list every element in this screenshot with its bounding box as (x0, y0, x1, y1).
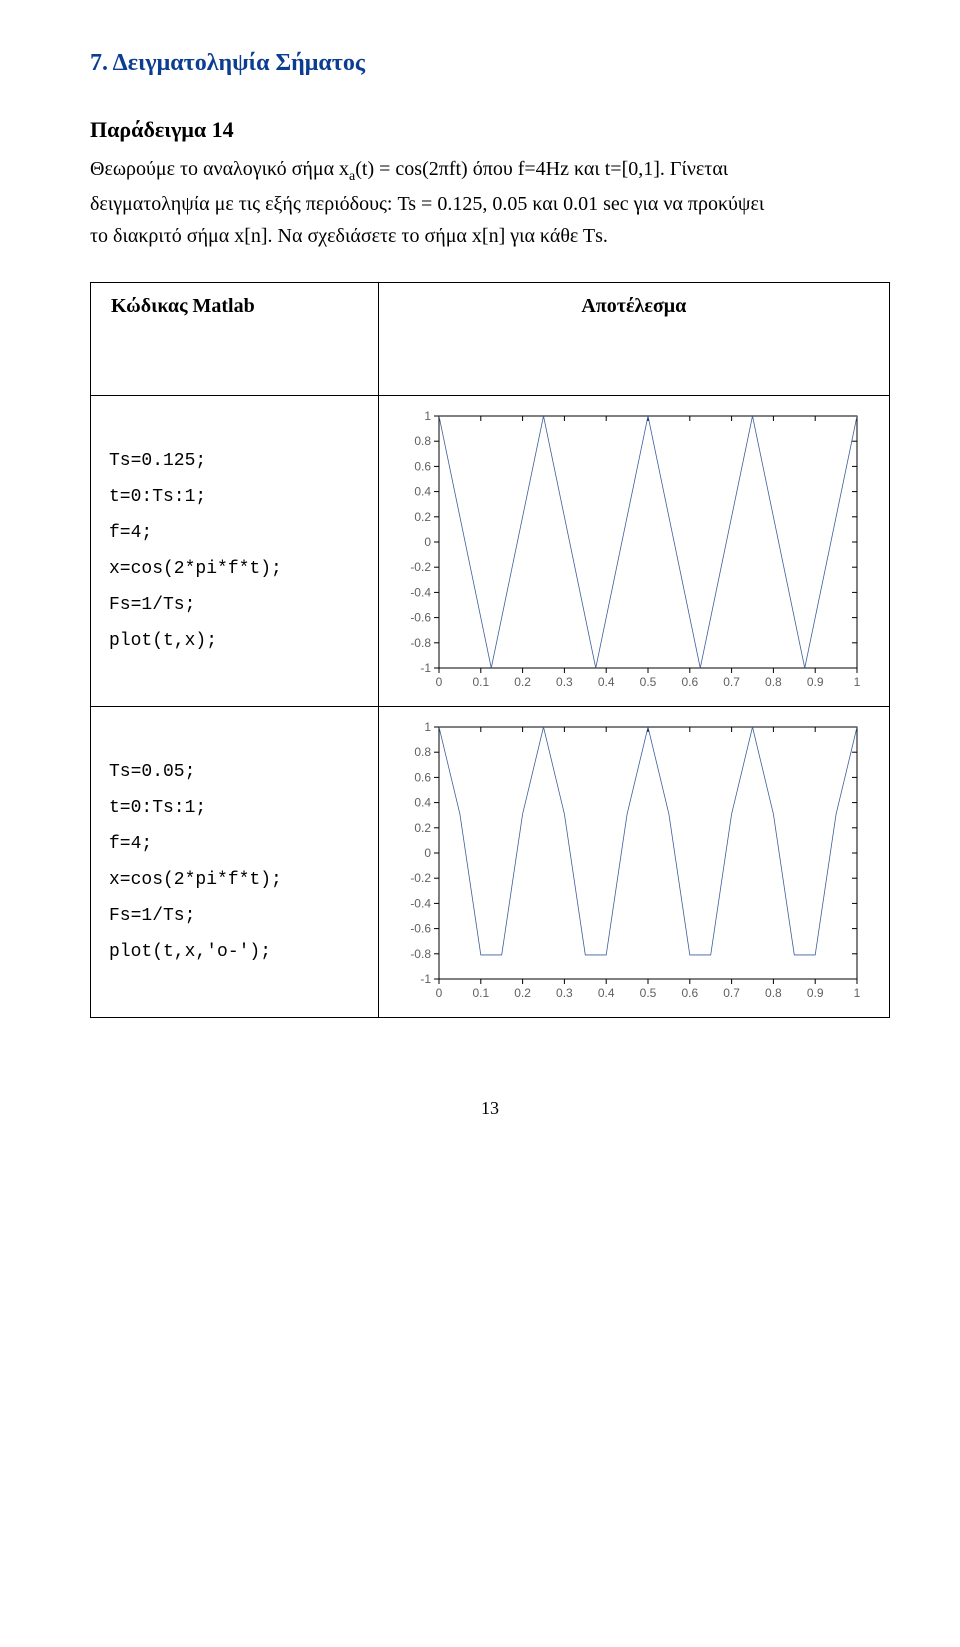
svg-text:1: 1 (424, 409, 431, 423)
svg-text:1: 1 (424, 720, 431, 734)
svg-text:-0.6: -0.6 (410, 611, 431, 625)
svg-text:0: 0 (424, 535, 431, 549)
svg-text:0.2: 0.2 (414, 821, 431, 835)
svg-text:-0.4: -0.4 (410, 586, 431, 600)
desc-part: για να προκύψει (629, 193, 765, 215)
svg-text:-0.2: -0.2 (410, 872, 431, 886)
svg-text:-1: -1 (420, 972, 431, 986)
svg-text:1: 1 (853, 986, 860, 1000)
header-result: Αποτέλεσμα (378, 283, 889, 396)
section-title: 7. Δειγματοληψία Σήματος (90, 50, 890, 77)
svg-text:0.6: 0.6 (681, 986, 698, 1000)
svg-text:0.8: 0.8 (414, 746, 431, 760)
desc-eq: xa(t) = cos(2πft) (339, 158, 468, 180)
svg-text:0.4: 0.4 (414, 796, 431, 810)
chart-cell-1: 0 0.1 0.2 0.3 0.4 0.5 0.6 0.7 0.8 0.9 1 -1 -0.8 -0.6 -… (378, 396, 889, 707)
svg-text:0.9: 0.9 (806, 675, 823, 689)
svg-text:0.4: 0.4 (414, 485, 431, 499)
sampled-signal-chart-2: 0 0.1 0.2 0.3 0.4 0.5 0.6 0.7 0.8 0.9 1 -1 -0.8 -0.6 -… (397, 717, 871, 1007)
svg-text:0.1: 0.1 (472, 675, 489, 689)
code-cell-2: Ts=0.05; t=0:Ts:1; f=4; x=cos(2*pi*f*t);… (91, 707, 379, 1018)
table-header-row: Κώδικας Matlab Αποτέλεσμα (91, 283, 890, 396)
table-row: Ts=0.125; t=0:Ts:1; f=4; x=cos(2*pi*f*t)… (91, 396, 890, 707)
svg-text:-0.8: -0.8 (410, 636, 431, 650)
svg-text:0: 0 (424, 846, 431, 860)
svg-text:0.5: 0.5 (639, 986, 656, 1000)
svg-text:0.8: 0.8 (765, 986, 782, 1000)
svg-text:0.2: 0.2 (514, 675, 531, 689)
header-code: Κώδικας Matlab (91, 283, 379, 396)
svg-text:0.1: 0.1 (472, 986, 489, 1000)
desc-part: δειγματοληψία με τις εξής περιόδους: (90, 193, 397, 215)
sampled-signal-chart-1: 0 0.1 0.2 0.3 0.4 0.5 0.6 0.7 0.8 0.9 1 -1 -0.8 -0.6 -… (397, 406, 871, 696)
desc-part: το διακριτό σήμα x[n]. Να σχεδιάσετε το … (90, 225, 608, 247)
svg-text:0.8: 0.8 (414, 435, 431, 449)
svg-text:1: 1 (853, 675, 860, 689)
table-row: Ts=0.05; t=0:Ts:1; f=4; x=cos(2*pi*f*t);… (91, 707, 890, 1018)
svg-text:0.6: 0.6 (681, 675, 698, 689)
svg-text:0.3: 0.3 (556, 675, 573, 689)
svg-text:-0.2: -0.2 (410, 561, 431, 575)
svg-text:0: 0 (435, 675, 442, 689)
svg-text:0.8: 0.8 (765, 675, 782, 689)
example-description: Θεωρούμε το αναλογικό σήμα xa(t) = cos(2… (90, 153, 890, 252)
svg-text:0.6: 0.6 (414, 771, 431, 785)
svg-text:0.6: 0.6 (414, 460, 431, 474)
svg-text:0.5: 0.5 (639, 675, 656, 689)
svg-text:0.3: 0.3 (556, 986, 573, 1000)
code-cell-1: Ts=0.125; t=0:Ts:1; f=4; x=cos(2*pi*f*t)… (91, 396, 379, 707)
svg-text:0.7: 0.7 (723, 675, 740, 689)
svg-text:0.9: 0.9 (806, 986, 823, 1000)
desc-part: όπου f=4Hz και t=[0,1]. Γίνεται (468, 158, 728, 180)
svg-text:-0.4: -0.4 (410, 897, 431, 911)
code-result-table: Κώδικας Matlab Αποτέλεσμα Ts=0.125; t=0:… (90, 282, 890, 1018)
svg-text:0.7: 0.7 (723, 986, 740, 1000)
chart-cell-2: 0 0.1 0.2 0.3 0.4 0.5 0.6 0.7 0.8 0.9 1 -1 -0.8 -0.6 -… (378, 707, 889, 1018)
svg-text:0.2: 0.2 (514, 986, 531, 1000)
page-number: 13 (90, 1098, 890, 1119)
svg-text:-0.6: -0.6 (410, 922, 431, 936)
desc-eq: Ts = 0.125, 0.05 και 0.01 sec (397, 193, 628, 215)
svg-text:0.4: 0.4 (597, 986, 614, 1000)
example-title: Παράδειγμα 14 (90, 117, 890, 143)
svg-text:-0.8: -0.8 (410, 947, 431, 961)
svg-text:0.4: 0.4 (597, 675, 614, 689)
svg-text:0: 0 (435, 986, 442, 1000)
desc-part: Θεωρούμε το αναλογικό σήμα (90, 158, 339, 180)
svg-text:0.2: 0.2 (414, 510, 431, 524)
svg-text:-1: -1 (420, 661, 431, 675)
